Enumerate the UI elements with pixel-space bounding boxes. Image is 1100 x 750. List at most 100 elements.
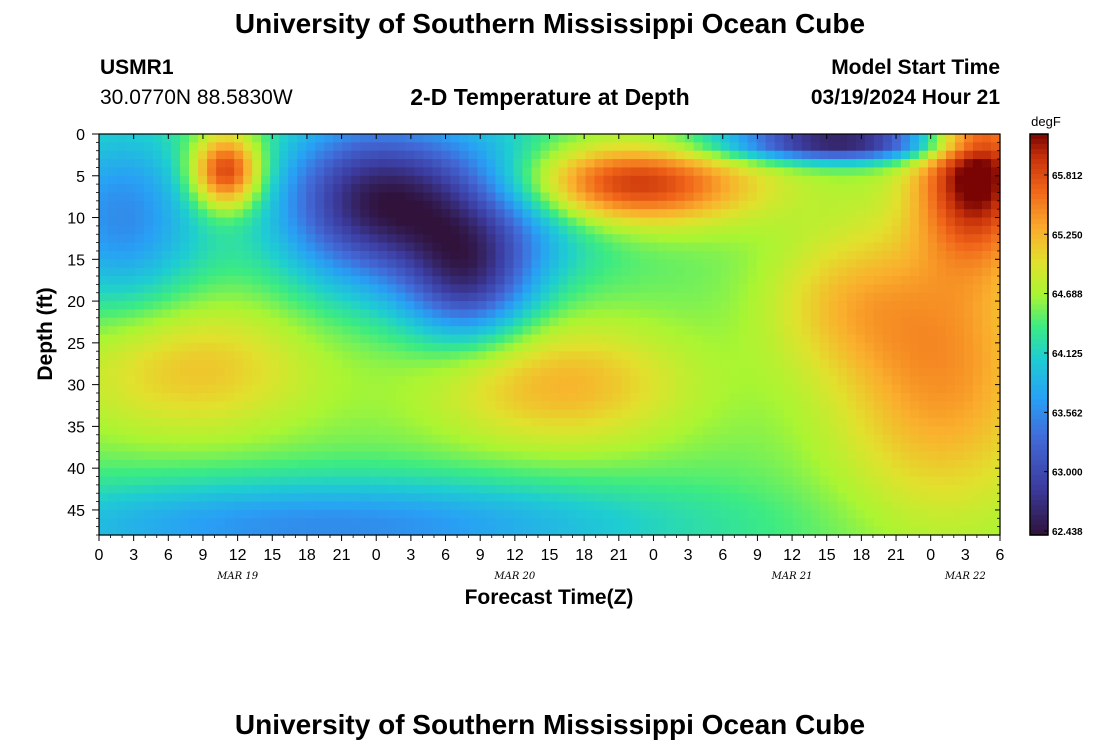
heatmap-cell: [333, 217, 343, 227]
heatmap-cell: [450, 426, 460, 436]
heatmap-cell: [765, 401, 776, 411]
heatmap-cell: [972, 284, 983, 294]
heatmap-cell: [432, 217, 442, 227]
heatmap-cell: [405, 309, 415, 319]
heatmap-cell: [126, 192, 136, 202]
heatmap-cell: [99, 409, 109, 419]
heatmap-cell: [909, 409, 920, 419]
heatmap-cell: [288, 184, 298, 194]
heatmap-cell: [477, 200, 488, 210]
heatmap-cell: [513, 501, 524, 511]
heatmap-cell: [531, 351, 542, 361]
heatmap-cell: [954, 134, 965, 143]
heatmap-cell: [945, 250, 956, 260]
heatmap-cell: [585, 250, 596, 260]
heatmap-cell: [405, 518, 415, 528]
heatmap-cell: [261, 518, 271, 528]
heatmap-cell: [738, 459, 749, 469]
heatmap-cell: [261, 284, 271, 294]
heatmap-cell: [315, 367, 325, 377]
heatmap-cell: [450, 401, 460, 411]
heatmap-cell: [954, 259, 965, 269]
heatmap-cell: [954, 217, 965, 227]
heatmap-cell: [792, 134, 803, 143]
heatmap-cell: [504, 225, 515, 235]
heatmap-cell: [882, 443, 893, 453]
heatmap-cell: [837, 359, 848, 369]
heatmap-cell: [837, 434, 848, 444]
heatmap-cell: [171, 184, 181, 194]
heatmap-cell: [477, 476, 488, 486]
heatmap-cell: [432, 175, 442, 185]
heatmap-cell: [675, 217, 686, 227]
heatmap-cell: [576, 276, 587, 285]
heatmap-cell: [801, 301, 812, 311]
heatmap-cell: [108, 276, 118, 285]
heatmap-cell: [819, 217, 830, 227]
heatmap-cell: [693, 493, 704, 503]
heatmap-cell: [297, 418, 307, 427]
heatmap-cell: [684, 242, 695, 252]
heatmap-cell: [648, 225, 659, 235]
heatmap-cell: [513, 317, 524, 327]
heatmap-cell: [234, 509, 244, 519]
heatmap-cell: [450, 459, 460, 469]
heatmap-cell: [162, 451, 172, 461]
heatmap-cell: [117, 418, 127, 427]
heatmap-cell: [513, 459, 524, 469]
heatmap-cell: [990, 200, 1001, 210]
heatmap-cell: [621, 451, 632, 461]
heatmap-cell: [531, 342, 542, 352]
heatmap-cell: [567, 134, 578, 143]
heatmap-cell: [198, 267, 208, 277]
heatmap-cell: [126, 518, 136, 528]
heatmap-cell: [945, 493, 956, 503]
heatmap-cell: [954, 276, 965, 285]
heatmap-cell: [468, 242, 479, 252]
heatmap-cell: [540, 484, 551, 494]
heatmap-cell: [504, 242, 515, 252]
heatmap-cell: [648, 409, 659, 419]
heatmap-cell: [459, 468, 470, 478]
heatmap-cell: [414, 451, 424, 461]
heatmap-cell: [684, 284, 695, 294]
heatmap-cell: [414, 200, 424, 210]
heatmap-cell: [828, 225, 839, 235]
heatmap-cell: [522, 342, 533, 352]
heatmap-cell: [657, 134, 668, 143]
heatmap-cell: [882, 484, 893, 494]
heatmap-cell: [657, 443, 668, 453]
heatmap-cell: [720, 384, 731, 394]
heatmap-cell: [432, 367, 442, 377]
heatmap-cell: [333, 175, 343, 185]
heatmap-cell: [972, 134, 983, 143]
heatmap-cell: [738, 309, 749, 319]
heatmap-cell: [837, 509, 848, 519]
heatmap-cell: [432, 134, 442, 143]
heatmap-cell: [540, 184, 551, 194]
x-tick-label: 12: [506, 547, 524, 564]
heatmap-cell: [360, 367, 370, 377]
heatmap-cell: [603, 401, 614, 411]
heatmap-cell: [513, 401, 524, 411]
heatmap-cell: [324, 367, 334, 377]
heatmap-cell: [927, 267, 938, 277]
heatmap-cell: [441, 342, 451, 352]
heatmap-cell: [270, 142, 280, 152]
heatmap-cell: [675, 134, 686, 143]
heatmap-cell: [225, 200, 235, 210]
heatmap-cell: [810, 434, 821, 444]
heatmap-cell: [234, 225, 244, 235]
heatmap-cell: [585, 409, 596, 419]
heatmap-cell: [963, 225, 974, 235]
heatmap-cell: [288, 284, 298, 294]
heatmap-cell: [99, 234, 109, 244]
heatmap-cell: [702, 526, 713, 536]
heatmap-cell: [828, 259, 839, 269]
heatmap-cell: [198, 309, 208, 319]
heatmap-cell: [792, 401, 803, 411]
heatmap-cell: [414, 150, 424, 160]
heatmap-cell: [270, 225, 280, 235]
heatmap-cell: [450, 509, 460, 519]
heatmap-cell: [414, 509, 424, 519]
